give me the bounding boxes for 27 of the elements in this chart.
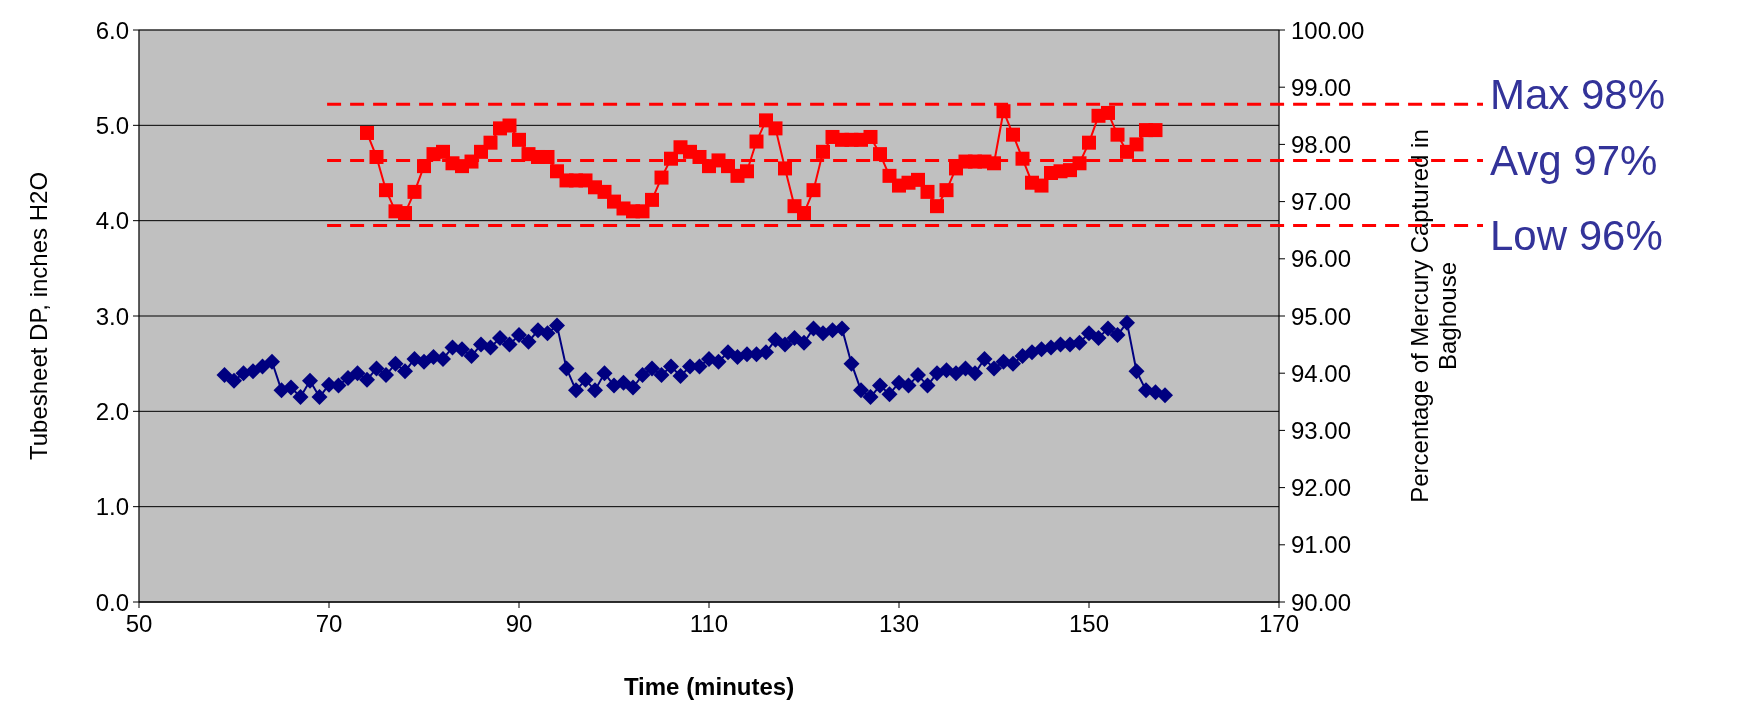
- y2-tick-label: 92.00: [1291, 474, 1352, 502]
- ref-line-label: Low 96%: [1490, 212, 1663, 260]
- y-tick-label: 6.0: [95, 16, 129, 44]
- y2-tick-label: 99.00: [1291, 73, 1352, 101]
- x-tick-label: 110: [689, 610, 729, 637]
- y-tick-label: 4.0: [95, 207, 129, 235]
- x-axis-title: Time (minutes): [623, 673, 795, 700]
- ref-line-label: Avg 97%: [1490, 136, 1658, 184]
- y2-tick-label: 100.00: [1291, 16, 1365, 44]
- y2-tick-label: 95.00: [1291, 302, 1352, 330]
- y2-tick-label: 94.00: [1291, 359, 1352, 387]
- ref-line-label: Max 98%: [1490, 70, 1666, 118]
- y-axis-title: Tubesheet DP, inches H2O: [24, 171, 52, 461]
- y2-tick-label: 98.00: [1291, 130, 1352, 158]
- y2-tick-label: 97.00: [1291, 188, 1352, 216]
- y2-tick-label: 91.00: [1291, 531, 1352, 559]
- x-tick-label: 70: [315, 610, 343, 637]
- x-tick-label: 90: [505, 610, 533, 637]
- x-tick-label: 130: [878, 610, 920, 637]
- y2-tick-label: 96.00: [1291, 245, 1352, 273]
- y-tick-label: 3.0: [95, 302, 129, 330]
- x-tick-label: 150: [1068, 610, 1110, 637]
- y2-axis-title: Percentage of Mercury Captured in Baghouse: [1406, 129, 1461, 503]
- y-tick-label: 1.0: [95, 493, 129, 521]
- y-tick-label: 5.0: [95, 111, 129, 139]
- y2-tick-label: 93.00: [1291, 416, 1352, 444]
- y-tick-label: 2.0: [95, 397, 129, 425]
